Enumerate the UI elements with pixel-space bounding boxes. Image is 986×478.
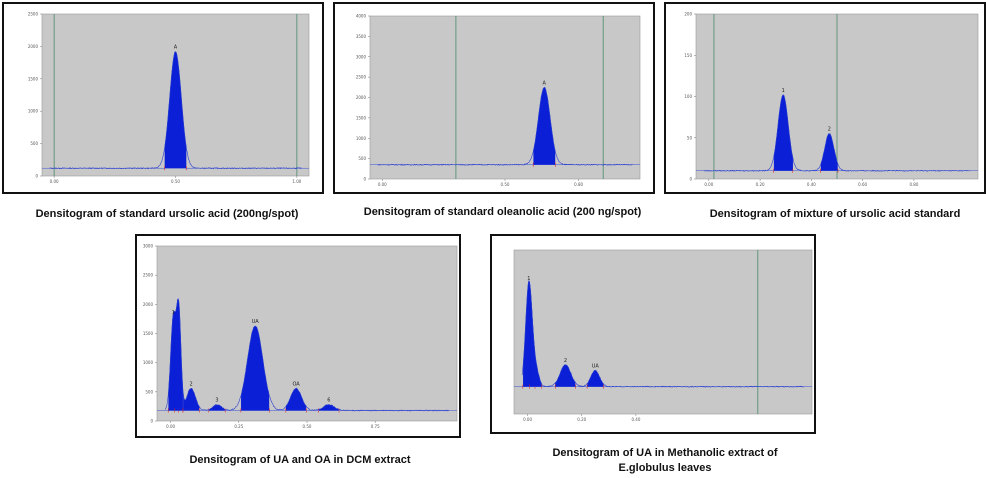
y-tick-label: 0 [689,177,692,182]
plot-area [369,15,641,180]
x-tick-label: 0.00 [704,182,713,187]
panel-methanolic-extract: 0.00 0.20 0.40 1 2 UA [490,234,816,434]
chart-oleanolic-standard: 0 500 1000 1500 2000 2500 3000 3500 4000 0.00 0.50… [356,14,641,187]
signal-trace [49,51,302,170]
peak-label: 1 [782,88,785,94]
plot-area [513,249,813,415]
y-tick-label: 1000 [356,136,367,141]
caption-dcm-extract: Densitogram of UA and OA in DCM extract [189,454,411,466]
y-tick-label: 1500 [356,115,367,120]
y-tick-label: 150 [684,53,692,58]
peak-label: 1 [527,276,530,282]
x-tick-label: 0.25 [234,424,243,429]
x-tick-label: 0.00 [166,424,175,429]
y-tick-label: 2000 [28,44,39,49]
y-tick-label: 2500 [356,75,367,80]
panel-dcm-extract: 0 500 1000 1500 2000 2500 3000 0.00 0.25 0.50 0.75… [135,234,461,438]
y-tick-label: 1000 [28,109,39,114]
panel-ursolic-standard: 0 500 1000 1500 2000 2500 0.00 0.50 1.00 A [2,2,324,194]
y-tick-label: 100 [684,94,692,99]
x-tick-label: 0.20 [756,182,765,187]
x-tick-label: 0.00 [523,417,532,422]
x-tick-label: 0.60 [858,182,867,187]
y-tick-label: 2000 [143,302,154,307]
y-tick-label: 50 [687,135,693,140]
y-tick-label: 3000 [143,244,154,249]
y-tick-label: 0 [150,419,153,424]
caption-mixture-standard: Densitogram of mixture of ursolic acid s… [709,208,961,220]
caption-methanolic-extract: Densitogram of UA in Methanolic extract … [552,447,778,474]
y-tick-label: 200 [684,12,692,17]
y-tick-label: 3500 [356,34,367,39]
x-tick-label: 1.00 [292,179,301,184]
signal-trace [377,86,633,166]
peak-label: 6 [327,398,330,404]
caption-oleanolic-standard: Densitogram of standard oleanolic acid (… [363,206,642,218]
y-tick-label: 0 [363,177,366,182]
caption-ursolic-standard: Densitogram of standard ursolic acid (20… [35,208,299,220]
chart-mixture-standard: 0 50 100 150 200 0.00 0.20 0.40 0.60 0.80 1 2 [684,12,979,187]
peak-label: 2 [189,381,192,387]
y-tick-label: 1500 [143,331,154,336]
y-tick-label: 4000 [356,14,367,19]
signal-trace [164,298,450,412]
y-tick-label: 2500 [28,12,39,17]
signal-trace [703,94,971,172]
chart-dcm-extract: 0 500 1000 1500 2000 2500 3000 0.00 0.25 0.50 0.75… [143,244,458,429]
peak-label: OA [292,381,300,387]
x-tick-label: 0.50 [501,182,510,187]
y-tick-label: 500 [30,141,38,146]
x-tick-label: 0.50 [303,424,312,429]
x-tick-label: 0.75 [371,424,380,429]
y-tick-label: 500 [358,156,366,161]
peak-label: UA [592,363,600,369]
x-tick-label: 0.20 [577,417,586,422]
x-tick-label: 0.00 [50,179,59,184]
y-tick-label: 0 [35,174,38,179]
x-tick-label: 0.50 [171,179,180,184]
peak-label: 2 [564,358,567,364]
x-tick-label: 0.80 [909,182,918,187]
x-tick-label: 0.00 [378,182,387,187]
x-tick-label: 0.40 [631,417,640,422]
chart-ursolic-standard: 0 500 1000 1500 2000 2500 0.00 0.50 1.00 A [28,12,310,184]
y-tick-label: 3000 [356,54,367,59]
peak-label: 1 [172,310,175,316]
y-tick-label: 1000 [143,360,154,365]
peak-label: A [174,45,178,51]
signal-trace [521,279,804,388]
chart-methanolic-extract: 0.00 0.20 0.40 1 2 UA [513,249,813,422]
y-tick-label: 500 [145,389,153,394]
plot-area [156,245,458,422]
peak-label: 3 [215,398,218,404]
panel-mixture-standard: 0 50 100 150 200 0.00 0.20 0.40 0.60 0.80 1 2 [664,2,986,194]
panel-oleanolic-standard: 0 500 1000 1500 2000 2500 3000 3500 4000 0.00 0.50… [333,2,655,194]
y-tick-label: 1500 [28,76,39,81]
peak-label: UA [252,319,260,325]
x-tick-label: 0.80 [574,182,583,187]
peak-label: 2 [828,127,831,133]
peak-label: A [543,80,547,86]
y-tick-label: 2000 [356,95,367,100]
x-tick-label: 0.40 [807,182,816,187]
y-tick-label: 2500 [143,273,154,278]
